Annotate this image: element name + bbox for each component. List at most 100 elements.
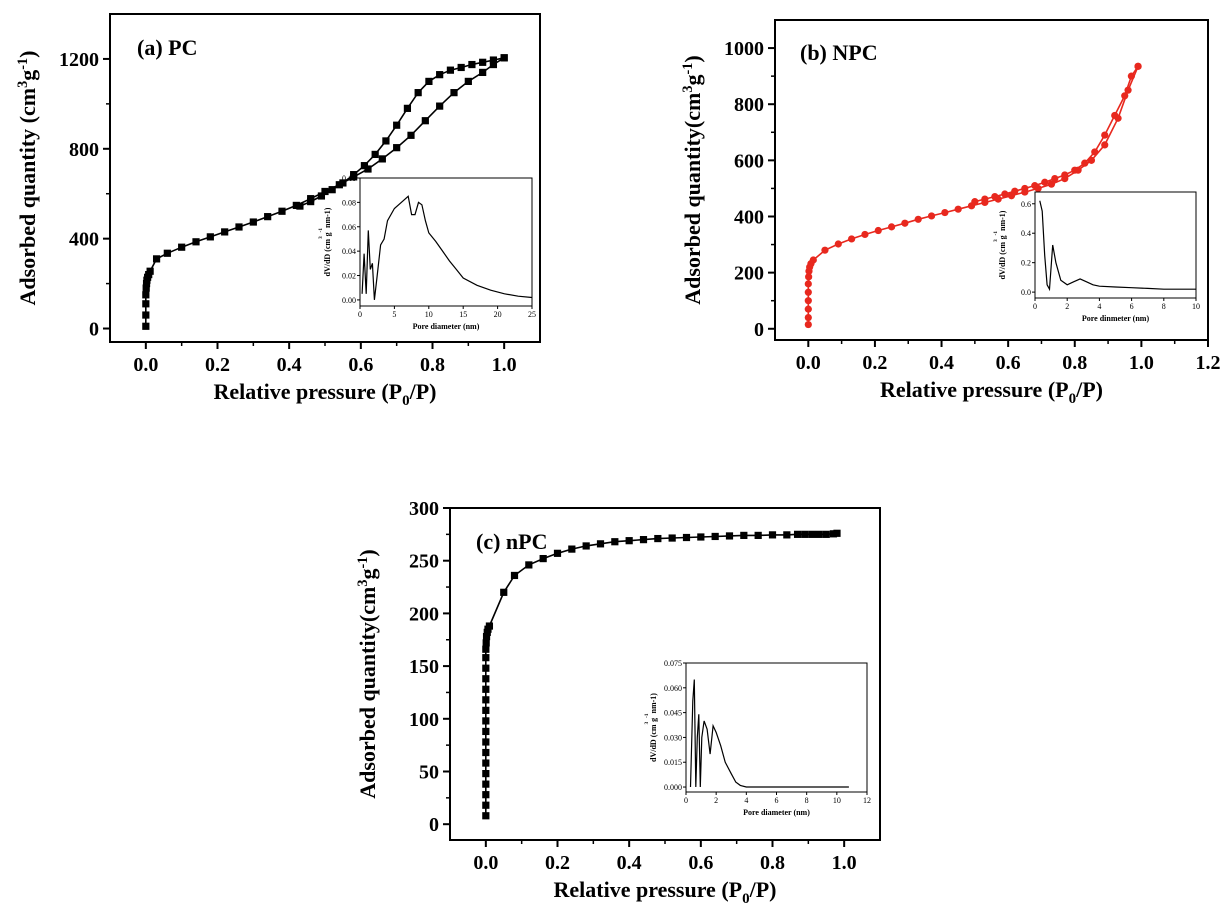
- data-point: [142, 300, 150, 308]
- data-point: [142, 284, 150, 292]
- x-tick-label: 0.4: [277, 354, 302, 376]
- data-point: [482, 791, 490, 799]
- data-point: [482, 706, 490, 714]
- inset-x-tick-label: 15: [459, 310, 467, 319]
- data-point: [482, 801, 490, 809]
- data-point: [783, 531, 791, 539]
- data-point: [1021, 184, 1029, 193]
- data-point: [328, 186, 336, 194]
- data-point: [1134, 62, 1142, 70]
- data-point: [848, 235, 856, 243]
- inset-y-tick-label: 0.045: [664, 709, 682, 718]
- data-point: [914, 215, 922, 223]
- data-point: [482, 812, 490, 820]
- inset-y-tick-label: 0.10: [342, 174, 356, 183]
- data-point: [249, 218, 257, 226]
- y-axis-title: dV/dD (cm3g-1nm-1): [644, 693, 658, 762]
- inset-x-tick-label: 6: [775, 796, 779, 805]
- data-point: [163, 249, 171, 257]
- data-point: [991, 192, 999, 201]
- x-tick-label: 0.8: [1062, 352, 1087, 374]
- chart-panel-c: 0.0 0.2 0.4 0.6 0.8 1.0050100150200250300Rela…: [355, 498, 881, 907]
- data-point: [278, 207, 286, 215]
- data-point: [457, 63, 465, 72]
- data-point: [711, 532, 719, 541]
- data-point: [901, 219, 909, 227]
- data-point: [1041, 178, 1049, 186]
- data-point: [482, 639, 490, 647]
- x-tick-label: 0.6: [688, 852, 713, 874]
- data-point: [1031, 182, 1039, 190]
- data-point: [482, 727, 490, 736]
- x-tick-label: 0.2: [205, 354, 230, 376]
- data-point: [500, 588, 508, 596]
- x-tick-label: 0.4: [617, 852, 642, 874]
- data-point: [754, 531, 762, 540]
- inset-y-tick-label: 0.000: [664, 783, 682, 792]
- y-axis-title: Adsorbed quantity(cm3g-1): [680, 55, 705, 304]
- y-tick-label: 100: [409, 709, 439, 731]
- data-point: [654, 534, 662, 543]
- panel-label: (c) nPC: [476, 529, 547, 554]
- data-point: [804, 305, 812, 313]
- y-axis-title: Adsorbed quantity(cm3g-1): [355, 549, 380, 798]
- data-point: [436, 102, 444, 110]
- data-point: [192, 238, 200, 246]
- data-point: [482, 770, 490, 778]
- data-point: [768, 531, 777, 539]
- data-point: [822, 530, 830, 538]
- inset-y-tick-label: 0.08: [342, 198, 356, 207]
- inset-x-tick-label: 25: [528, 310, 536, 319]
- data-point: [804, 288, 812, 296]
- y-tick-label: 200: [734, 263, 764, 285]
- data-point: [941, 208, 949, 217]
- inset-x-tick-label: 10: [425, 310, 433, 319]
- data-point: [833, 529, 841, 537]
- y-tick-label: 0: [89, 319, 99, 341]
- inset-x-tick-label: 12: [863, 796, 871, 805]
- inset-x-title: Pore diameter (nm): [413, 322, 480, 331]
- data-point: [682, 533, 691, 542]
- inset-y-tick-label: 0.2: [1021, 259, 1031, 268]
- data-point: [382, 137, 390, 145]
- data-point: [464, 77, 472, 85]
- inset-y-tick-label: 0.02: [342, 272, 356, 281]
- y-tick-label: 400: [734, 206, 764, 228]
- inset-line: [361, 195, 533, 300]
- x-tick-label: 0.2: [545, 852, 570, 874]
- data-point: [725, 532, 734, 540]
- data-point: [971, 198, 979, 206]
- x-tick-label: 1.0: [492, 354, 517, 376]
- data-point: [1081, 159, 1089, 167]
- data-point: [446, 66, 455, 74]
- data-point: [808, 530, 816, 538]
- x-tick-label: 0.6: [348, 354, 373, 376]
- inset-line: [1039, 200, 1196, 292]
- inset-x-tick-label: 0: [358, 310, 362, 319]
- inset-frame: [1034, 191, 1197, 299]
- data-point: [582, 542, 590, 550]
- data-point: [525, 561, 533, 569]
- data-point: [927, 212, 936, 220]
- data-point: [321, 187, 329, 196]
- data-point: [482, 696, 490, 704]
- y-axis-title: dV/dD (cm3g-1nm-1): [318, 207, 332, 276]
- panel-label: (b) NPC: [800, 40, 878, 65]
- data-point: [887, 223, 896, 231]
- data-point: [482, 664, 490, 672]
- data-point: [981, 195, 989, 203]
- y-tick-label: 800: [734, 94, 764, 116]
- data-point: [553, 549, 562, 557]
- x-tick-label: 1.0: [832, 852, 857, 874]
- data-point: [235, 223, 243, 231]
- data-point: [500, 54, 508, 62]
- x-axis-title: Relative pressure (P0/P): [214, 379, 437, 409]
- inset-x-tick-label: 8: [805, 796, 809, 805]
- inset-y-tick-label: 0.0: [1021, 288, 1031, 297]
- data-point: [596, 540, 605, 548]
- data-point: [482, 645, 490, 653]
- x-tick-label: 0.0: [133, 354, 158, 376]
- x-axis-title: Relative pressure (P0/P): [880, 377, 1103, 407]
- data-point: [821, 246, 829, 254]
- data-point: [1061, 171, 1069, 179]
